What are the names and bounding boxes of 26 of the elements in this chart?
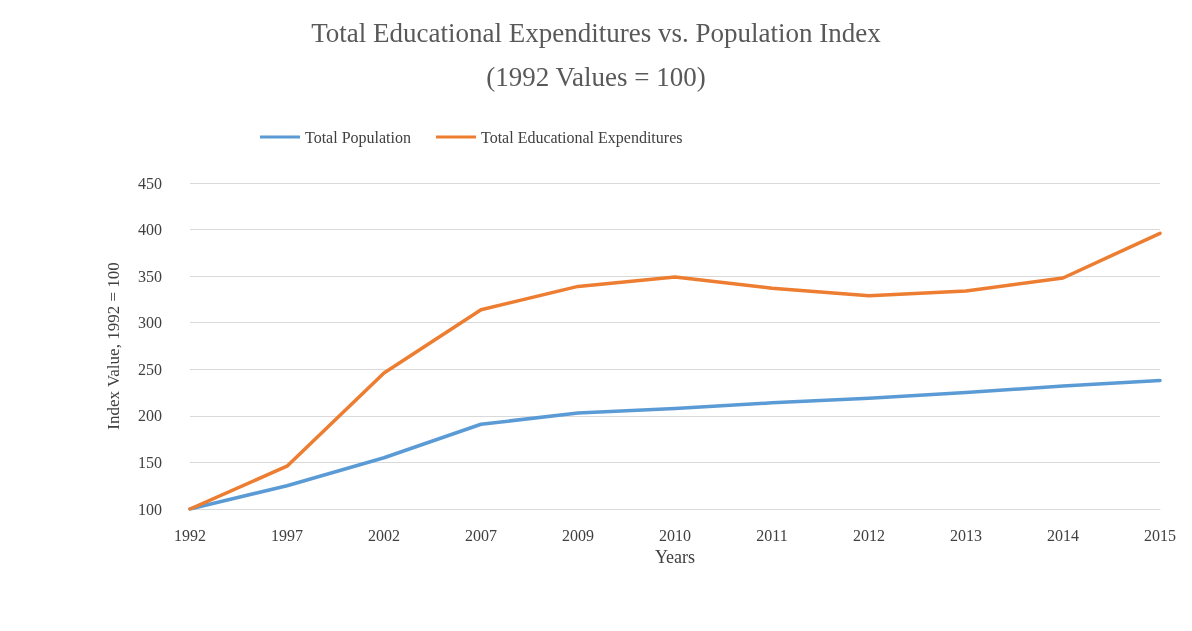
legend-label: Total Educational Expenditures <box>480 128 683 147</box>
y-tick-label: 450 <box>138 174 162 192</box>
chart-title: Total Educational Expenditures vs. Population Index <box>311 17 882 48</box>
y-tick-label: 350 <box>138 267 162 285</box>
y-tick-label: 300 <box>138 314 162 332</box>
x-tick-label: 2013 <box>950 526 982 544</box>
y-tick-label: 400 <box>138 221 162 239</box>
x-tick-label: 1992 <box>174 526 206 544</box>
y-tick-label: 250 <box>138 360 162 378</box>
x-tick-label: 1997 <box>271 526 303 544</box>
y-axis-title: Index Value, 1992 = 100 <box>104 262 123 430</box>
x-tick-label: 2015 <box>1144 526 1176 544</box>
chart-subtitle: (1992 Values = 100) <box>486 61 706 92</box>
line-series <box>188 231 1162 511</box>
y-tick-label: 200 <box>138 407 162 425</box>
x-tick-label: 2011 <box>756 526 788 544</box>
x-tick-label: 2014 <box>1047 526 1079 544</box>
x-axis-title: Years <box>654 546 696 567</box>
x-tick-label: 2009 <box>562 526 594 544</box>
y-tick-label: 150 <box>138 453 162 471</box>
x-tick-label: 2007 <box>465 526 497 544</box>
x-tick-label: 2012 <box>853 526 885 544</box>
y-tick-label: 100 <box>138 500 162 518</box>
x-tick-label: 2010 <box>659 526 691 544</box>
legend-label: Total Population <box>305 128 411 147</box>
x-tick-label: 2002 <box>368 526 400 544</box>
